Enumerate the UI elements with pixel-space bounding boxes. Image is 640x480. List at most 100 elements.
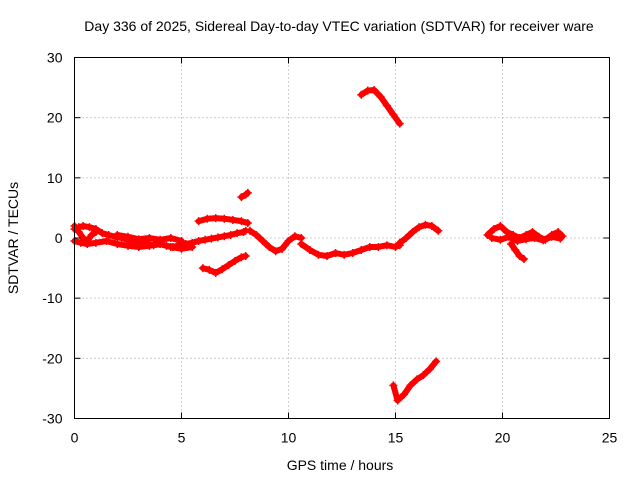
data-point xyxy=(507,240,516,249)
data-point xyxy=(207,234,216,243)
data-point xyxy=(102,237,111,246)
data-point xyxy=(389,381,398,390)
data-point xyxy=(483,230,492,239)
data-point xyxy=(376,92,385,101)
data-point xyxy=(415,223,424,232)
data-point xyxy=(400,390,409,399)
data-point xyxy=(432,357,441,366)
data-point xyxy=(406,381,415,390)
data-point xyxy=(203,214,212,223)
data-point xyxy=(357,90,366,99)
y-tick-label: -10 xyxy=(42,290,62,306)
data-point xyxy=(243,188,252,197)
data-point xyxy=(224,261,233,270)
series-track-l xyxy=(390,358,440,404)
x-tick-label: 15 xyxy=(388,430,404,446)
data-point xyxy=(113,240,122,249)
data-point xyxy=(124,232,132,241)
data-point xyxy=(241,252,250,261)
data-point xyxy=(218,265,227,274)
data-point xyxy=(519,255,528,264)
data-point xyxy=(205,265,214,274)
data-point xyxy=(104,230,113,239)
data-point xyxy=(188,243,197,252)
data-point xyxy=(297,240,306,249)
data-point xyxy=(237,253,246,262)
data-point xyxy=(489,224,498,233)
data-point xyxy=(134,243,143,252)
data-point xyxy=(496,235,505,244)
y-tick-label: -30 xyxy=(42,411,62,427)
data-point xyxy=(79,221,88,230)
data-layer xyxy=(70,85,567,405)
data-point xyxy=(237,193,246,202)
data-point xyxy=(145,234,154,242)
chart-title: Day 336 of 2025, Sidereal Day-to-day VTE… xyxy=(84,18,594,34)
x-tick-label: 10 xyxy=(281,430,297,446)
x-tick-label: 20 xyxy=(495,430,511,446)
data-point xyxy=(389,110,398,119)
data-point xyxy=(245,226,254,235)
data-point xyxy=(402,234,411,242)
data-point xyxy=(513,237,522,246)
y-tick-label: 20 xyxy=(47,110,63,126)
y-tick-label: 0 xyxy=(55,230,63,246)
data-point xyxy=(243,218,252,227)
data-point xyxy=(522,235,531,244)
data-point xyxy=(258,237,267,246)
data-point xyxy=(382,101,391,110)
data-point xyxy=(539,236,548,245)
data-point xyxy=(156,235,165,244)
data-point xyxy=(391,243,400,252)
x-tick-label: 0 xyxy=(71,430,79,446)
data-point xyxy=(211,268,220,277)
data-point xyxy=(252,230,261,239)
data-point xyxy=(496,221,505,230)
data-point xyxy=(74,227,83,236)
data-point xyxy=(83,237,92,246)
data-point xyxy=(323,252,332,261)
data-point xyxy=(228,215,237,224)
data-point xyxy=(419,371,428,380)
data-point xyxy=(231,256,239,265)
data-point xyxy=(226,230,235,239)
data-point xyxy=(166,234,175,242)
x-tick-label: 25 xyxy=(602,430,618,446)
data-point xyxy=(211,214,220,223)
data-point xyxy=(91,227,100,236)
data-point xyxy=(98,229,107,238)
data-point xyxy=(547,232,556,241)
data-point xyxy=(504,232,513,241)
data-point xyxy=(374,243,383,252)
data-point xyxy=(233,229,242,238)
data-point xyxy=(314,250,323,259)
series-track-o xyxy=(508,241,527,263)
data-point xyxy=(198,264,207,273)
data-point xyxy=(348,249,357,258)
data-point xyxy=(425,365,434,374)
data-point xyxy=(412,375,421,384)
y-tick-label: -20 xyxy=(42,350,62,366)
data-point xyxy=(85,223,94,232)
data-point xyxy=(365,243,374,252)
x-tick-label: 5 xyxy=(178,430,186,446)
data-point xyxy=(408,227,417,236)
data-point xyxy=(393,396,402,405)
data-point xyxy=(284,237,293,246)
data-point xyxy=(220,232,229,241)
data-point xyxy=(278,244,287,253)
data-point xyxy=(177,237,186,246)
data-point xyxy=(91,238,100,247)
data-point xyxy=(290,232,299,241)
data-point xyxy=(515,252,524,261)
data-point xyxy=(76,238,85,247)
data-point xyxy=(194,217,203,226)
data-point xyxy=(340,250,349,259)
data-point xyxy=(134,235,143,244)
x-axis-label: GPS time / hours xyxy=(287,457,394,473)
data-point xyxy=(220,214,229,223)
data-point xyxy=(382,241,391,250)
data-point xyxy=(265,243,274,252)
data-point xyxy=(145,241,154,250)
